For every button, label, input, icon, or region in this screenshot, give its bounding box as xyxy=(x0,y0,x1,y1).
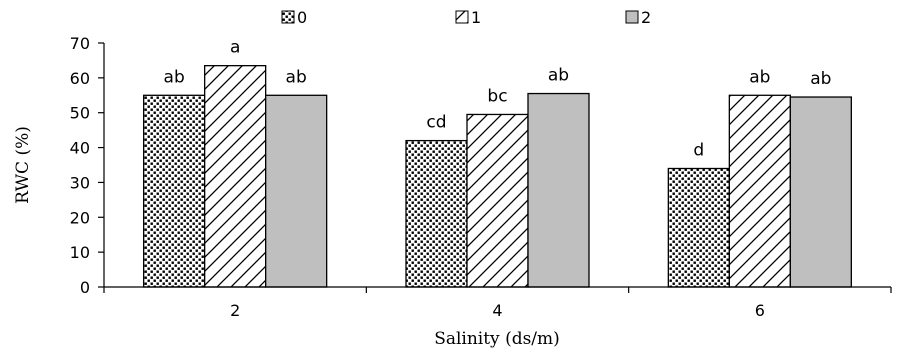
y-tick-label: 20 xyxy=(70,208,90,227)
legend-swatch-1 xyxy=(455,10,469,24)
bar-series-0-cat-4 xyxy=(405,139,468,288)
bar-series-1-cat-2 xyxy=(204,65,267,288)
y-tick-label: 40 xyxy=(70,139,90,158)
bar-label: d xyxy=(693,140,704,160)
bar-series-2-cat-4 xyxy=(527,92,590,288)
x-tick-label: 4 xyxy=(492,301,502,320)
x-tick-label: 6 xyxy=(755,301,765,320)
bar-label: bc xyxy=(487,86,507,106)
bars-group xyxy=(143,65,852,288)
bar-series-2-cat-2 xyxy=(265,94,328,288)
bar-series-0-cat-2 xyxy=(143,94,206,288)
x-ticks: 2 4 6 xyxy=(103,287,892,320)
y-ticks: 0 10 20 30 40 50 60 70 xyxy=(70,34,104,297)
x-axis-title: Salinity (ds/m) xyxy=(434,329,560,349)
bar-label: ab xyxy=(810,69,831,89)
legend: 0 1 2 xyxy=(281,8,651,27)
y-tick-label: 10 xyxy=(70,243,90,262)
bar-label: cd xyxy=(426,113,446,133)
y-tick-label: 0 xyxy=(80,278,90,297)
y-tick-label: 70 xyxy=(70,34,90,53)
y-tick-label: 60 xyxy=(70,69,90,88)
bar-label: ab xyxy=(286,67,307,87)
bar-label: ab xyxy=(749,67,770,87)
axes xyxy=(103,43,891,288)
legend-swatch-0 xyxy=(281,10,295,24)
bar-series-1-cat-4 xyxy=(466,113,529,288)
y-tick-label: 30 xyxy=(70,173,90,192)
y-axis-title: RWC (%) xyxy=(13,126,33,204)
legend-swatch-2 xyxy=(625,10,639,24)
bar-labels-group: ab a ab cd bc ab d ab ab xyxy=(164,38,832,161)
legend-label-2: 2 xyxy=(641,8,651,27)
x-tick-label: 2 xyxy=(230,301,240,320)
bar-label: ab xyxy=(548,66,569,86)
bar-series-2-cat-6 xyxy=(789,96,852,288)
bar-series-0-cat-6 xyxy=(667,167,730,288)
legend-label-0: 0 xyxy=(297,8,307,27)
bar-label: a xyxy=(230,38,240,58)
bar-label: ab xyxy=(164,67,185,87)
y-tick-label: 50 xyxy=(70,104,90,123)
legend-label-1: 1 xyxy=(471,8,481,27)
bar-series-1-cat-6 xyxy=(728,94,791,288)
